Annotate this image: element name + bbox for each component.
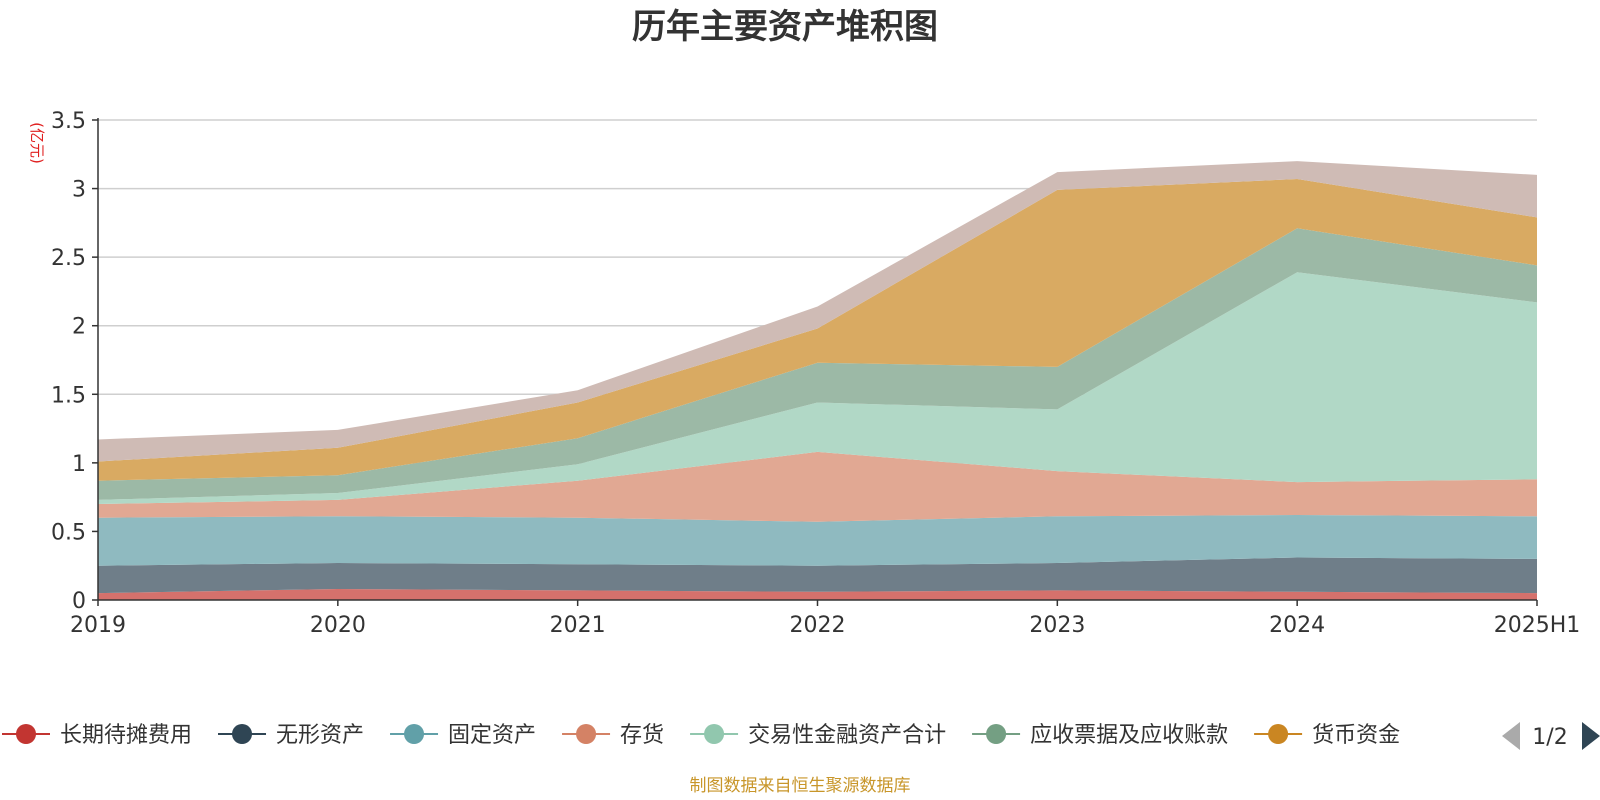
chart-title: 历年主要资产堆积图	[632, 7, 938, 47]
legend-label: 固定资产	[448, 723, 536, 748]
area-series-6	[98, 228, 1537, 500]
data-source-note: 制图数据来自恒生聚源数据库	[690, 776, 911, 796]
triangle-left-icon[interactable]	[1502, 722, 1520, 750]
x-tick-label: 2024	[1269, 613, 1325, 638]
y-tick-label: 2	[72, 315, 86, 340]
legend-label: 无形资产	[276, 723, 364, 748]
x-tick-label: 2019	[70, 613, 126, 638]
y-tick-label: 0.5	[51, 520, 86, 545]
x-tick-label: 2021	[550, 613, 606, 638]
legend-circle-icon	[704, 724, 725, 744]
y-tick-label: 1	[72, 452, 86, 477]
area-series-2	[98, 557, 1537, 594]
legend-label: 存货	[620, 723, 664, 748]
area-series-4	[98, 451, 1537, 522]
legend-label: 货币资金	[1312, 723, 1400, 748]
area-series-5	[98, 272, 1537, 504]
legend-circle-icon	[986, 724, 1007, 744]
y-tick-label: 1.5	[51, 383, 86, 408]
legend-pager: 1/2	[1502, 722, 1600, 750]
area-series-1	[98, 589, 1537, 600]
legend-item[interactable]: 固定资产	[390, 723, 536, 748]
legend-item[interactable]: 存货	[562, 723, 664, 748]
y-tick-label: 3	[72, 178, 86, 203]
area-series-8	[98, 161, 1537, 462]
legend-page-indicator: 1/2	[1532, 725, 1567, 750]
legend-item[interactable]: 无形资产	[218, 723, 364, 748]
legend: 长期待摊费用 无形资产 固定资产 存货 交易性金融资产合计 应收票据及应收账款 货币资金	[2, 723, 1400, 748]
area-series-7	[98, 179, 1537, 481]
legend-label: 长期待摊费用	[60, 723, 192, 748]
legend-circle-icon	[232, 724, 253, 744]
x-tick-label: 2023	[1029, 613, 1085, 638]
triangle-right-icon[interactable]	[1582, 722, 1600, 750]
legend-label: 交易性金融资产合计	[748, 723, 946, 748]
y-tick-label: 3.5	[51, 109, 86, 134]
legend-circle-icon	[1268, 724, 1289, 744]
legend-item[interactable]: 货币资金	[1254, 723, 1400, 748]
legend-circle-icon	[576, 724, 597, 744]
x-tick-label: 2025H1	[1494, 613, 1581, 638]
legend-label: 应收票据及应收账款	[1030, 723, 1228, 748]
stacked-areas	[98, 161, 1537, 600]
x-tick-label: 2020	[310, 613, 366, 638]
legend-item[interactable]: 应收票据及应收账款	[972, 723, 1228, 748]
legend-item[interactable]: 交易性金融资产合计	[690, 723, 946, 748]
y-axis-ticks: 0 0.5 1 1.5 2 2.5 3 3.5	[51, 109, 98, 614]
legend-item[interactable]: 长期待摊费用	[2, 723, 192, 748]
legend-circle-icon	[404, 724, 425, 744]
y-tick-label: 0	[72, 589, 86, 614]
y-axis-unit-label: (亿元)	[28, 122, 46, 164]
y-tick-label: 2.5	[51, 246, 86, 271]
area-series-3	[98, 515, 1537, 566]
legend-circle-icon	[16, 724, 36, 744]
x-tick-label: 2022	[790, 613, 846, 638]
x-axis-ticks: 2019 2020 2021 2022 2023 2024 2025H1	[70, 600, 1580, 638]
